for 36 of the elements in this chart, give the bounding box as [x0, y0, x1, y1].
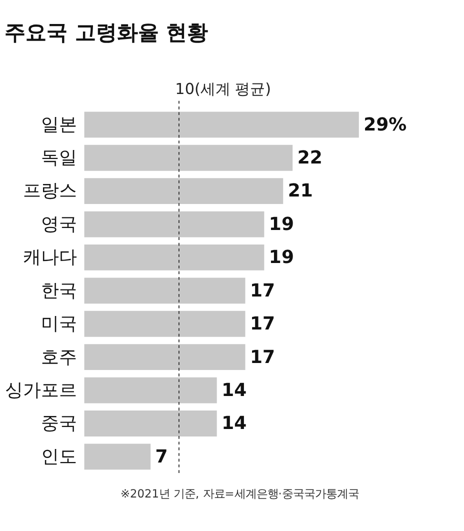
- data-label: 19: [268, 247, 294, 268]
- y-tick-label: 호주: [41, 346, 78, 368]
- bar: [84, 310, 246, 337]
- y-tick-label: 한국: [41, 280, 78, 302]
- bar: [84, 444, 151, 470]
- bar: [84, 112, 359, 138]
- data-label: 7: [155, 446, 168, 468]
- y-tick-label: 일본: [41, 114, 78, 136]
- bar: [84, 144, 293, 171]
- y-tick-label: 독일: [41, 148, 78, 169]
- data-label: 17: [250, 280, 276, 302]
- ref-line-label: 10(세계 평균): [175, 80, 272, 98]
- bar: [84, 344, 246, 370]
- data-label: 19: [268, 214, 294, 235]
- y-tick-label: 프랑스: [23, 180, 78, 202]
- bar: [84, 211, 264, 238]
- bar: [84, 377, 217, 404]
- bar: [84, 244, 264, 270]
- data-label: 14: [222, 380, 247, 401]
- data-label: 14: [222, 413, 247, 434]
- data-label: 29%: [364, 114, 407, 136]
- y-tick-label: 영국: [41, 214, 78, 235]
- bar: [84, 410, 217, 436]
- data-label: 17: [250, 346, 276, 368]
- data-label: 21: [288, 180, 313, 202]
- y-tick-label: 캐나다: [23, 247, 78, 268]
- y-tick-label: 싱가포르: [5, 380, 78, 401]
- text: ※2021년 기준, 자료=세계은행·중국국가통계국: [120, 486, 359, 501]
- bar: [84, 178, 284, 204]
- y-tick-label: 인도: [41, 446, 78, 468]
- data-label: 17: [250, 314, 276, 335]
- y-tick-label: 중국: [41, 413, 78, 434]
- data-label: 22: [297, 148, 322, 169]
- y-tick-label: 미국: [41, 314, 78, 335]
- bar: [84, 278, 246, 304]
- chart-title: 주요국 고령화율 현황: [4, 20, 208, 44]
